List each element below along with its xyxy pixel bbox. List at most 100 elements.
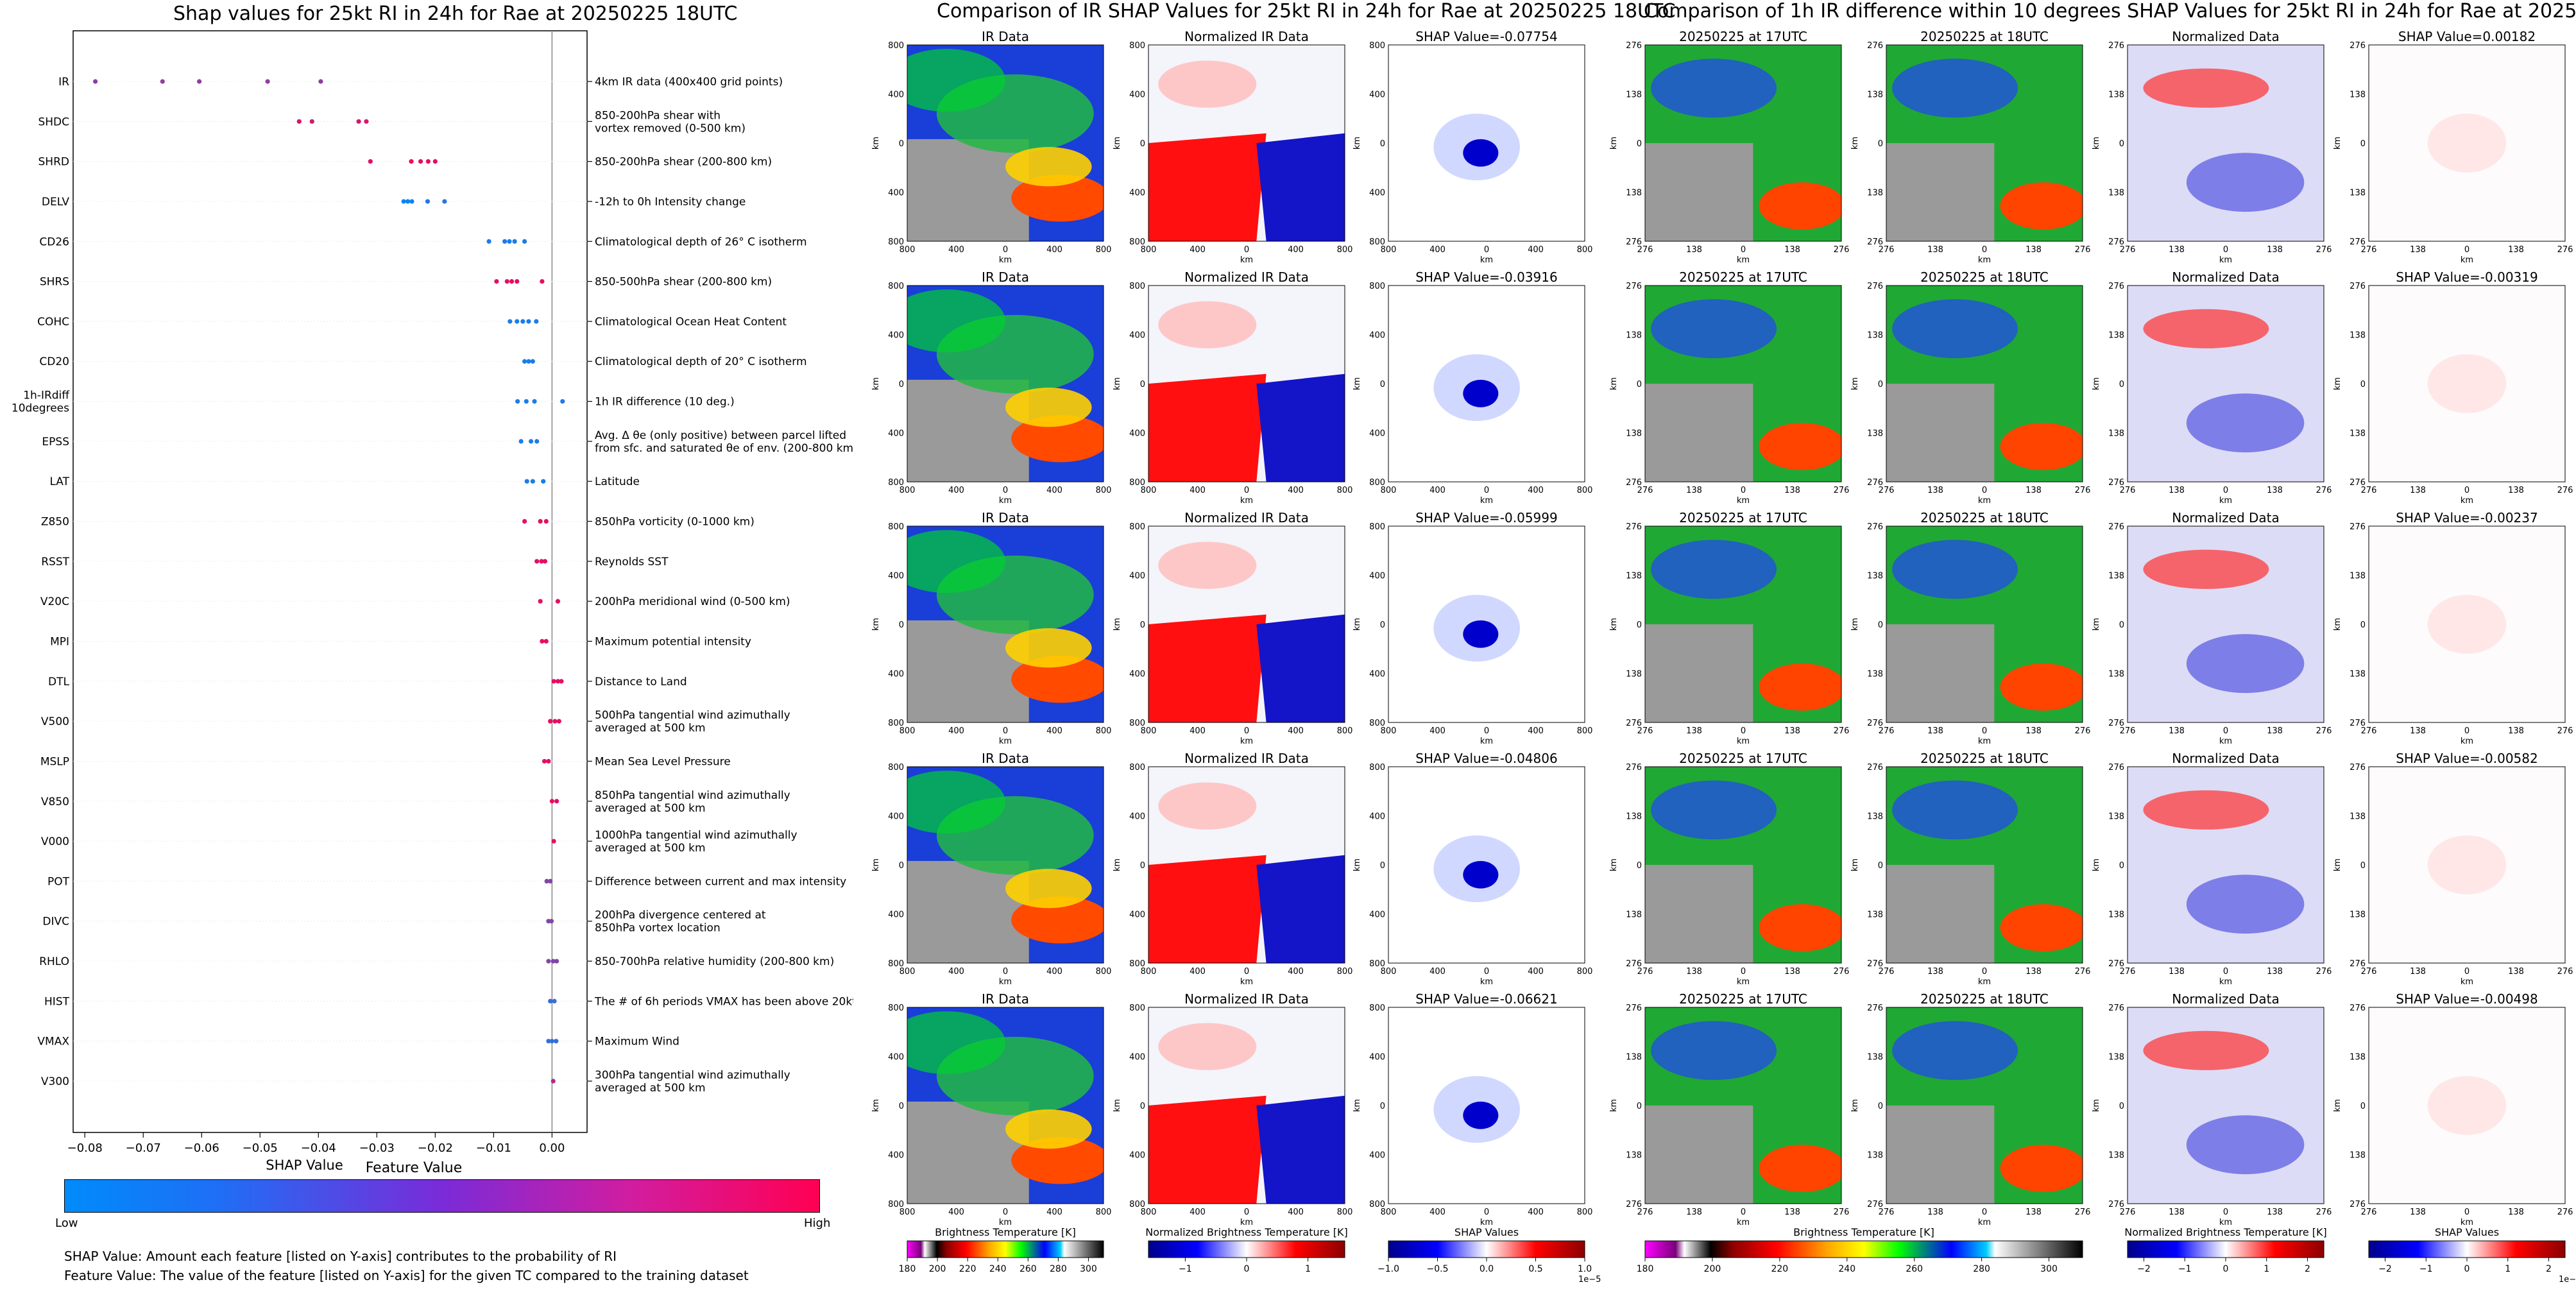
shap-point — [309, 119, 314, 124]
map-title: IR Data — [982, 751, 1029, 766]
y-tick-label: 138 — [2108, 572, 2124, 581]
x-tick-label: 138 — [2169, 245, 2185, 255]
x-tick-label: 276 — [2316, 726, 2332, 736]
feature-desc-label: 200hPa divergence centered at — [595, 909, 766, 922]
feature-desc-label: 850-200hPa shear (200-800 km) — [595, 156, 772, 169]
y-tick-label: 800 — [1369, 41, 1385, 51]
x-tick-label: 138 — [2410, 245, 2426, 255]
shap-point — [542, 559, 548, 564]
y-tick-label: 800 — [888, 522, 904, 532]
map-frame — [1644, 285, 1842, 482]
x-tick-label: 276 — [1637, 726, 1653, 736]
x-tick-label: 0 — [1484, 967, 1489, 977]
x-tick-label: 138 — [2169, 726, 2185, 736]
heatmap-image — [1148, 1007, 1345, 1204]
y-tick-label: 276 — [2108, 1003, 2124, 1013]
map-title: 20250225 at 17UTC — [1679, 751, 1807, 766]
colorbar-label: SHAP Values — [1454, 1226, 1519, 1238]
y-tick-label: 0 — [1140, 620, 1145, 630]
y-tick-label: 0 — [2360, 861, 2366, 871]
x-tick-label: 800 — [1337, 486, 1353, 495]
heatmap-image — [2128, 45, 2324, 241]
feature-desc-label: Maximum potential intensity — [595, 635, 751, 648]
x-tick-label: 138 — [1686, 1208, 1702, 1217]
map-title: Normalized IR Data — [1184, 510, 1309, 525]
x-axis-label: km — [999, 496, 1012, 506]
colorbar-tick-label: 220 — [959, 1264, 977, 1274]
ndiff-red — [2143, 549, 2269, 589]
colorbar-tick-label: −1 — [1179, 1264, 1192, 1274]
x-tick-label: 276 — [1879, 1208, 1895, 1217]
colorbar-label: Normalized Brightness Temperature [K] — [2124, 1226, 2327, 1238]
y-tick-label: 0 — [1878, 620, 1883, 630]
map-frame — [907, 44, 1104, 242]
diff-cold — [1651, 540, 1777, 599]
heatmap-grid: IR Data80080040040000400400800800kmkmNor… — [871, 29, 2576, 1285]
colorbar-tick-label: 0 — [2223, 1264, 2229, 1274]
x-axis-label: km — [1240, 977, 1253, 987]
map-title: Normalized Data — [2172, 269, 2280, 285]
note-feature-value: Feature Value: The value of the feature … — [64, 1268, 749, 1283]
x-tick-label: 800 — [1096, 967, 1112, 977]
y-tick-label: 400 — [888, 812, 904, 822]
x-tick-label: 276 — [2557, 726, 2573, 736]
diff-land — [1886, 143, 1995, 241]
x-tick-label: 276 — [2120, 1208, 2136, 1217]
y-tick-label: 138 — [2350, 812, 2366, 822]
colorbar-tick-label: 1 — [1305, 1264, 1311, 1274]
x-tick-label: 800 — [900, 726, 916, 736]
x-tick-label: 276 — [1637, 245, 1653, 255]
heatmap-image — [1388, 526, 1585, 722]
shap-point — [520, 319, 525, 324]
x-tick-label: 0 — [2223, 967, 2228, 977]
norm-blue — [1256, 1095, 1345, 1204]
colorbar-tick-label: −1 — [2419, 1264, 2433, 1274]
y-axis-label: km — [1609, 618, 1619, 631]
heatmap-image — [1148, 767, 1345, 963]
ir-cloud-nw — [907, 49, 1005, 112]
y-tick-label: 0 — [2119, 380, 2124, 389]
dshap-patch — [2427, 114, 2507, 173]
y-tick-label: 138 — [2108, 331, 2124, 341]
shap-point — [409, 159, 414, 164]
colorbar — [1148, 1240, 1345, 1258]
ir-band — [1005, 1109, 1092, 1149]
shap-point — [296, 119, 302, 124]
y-tick-label: 0 — [2360, 380, 2366, 389]
x-tick-label: 400 — [1288, 486, 1304, 495]
x-tick-label: 0 — [1982, 726, 1987, 736]
map-frame — [1148, 285, 1345, 482]
x-tick-label: 800 — [1337, 726, 1353, 736]
x-tick-label: 400 — [1429, 967, 1446, 977]
heatmap-image — [2128, 767, 2324, 963]
heatmap-image — [1148, 526, 1345, 722]
y-tick-label: 138 — [1867, 331, 1883, 341]
y-axis-label: km — [1113, 858, 1122, 871]
y-tick-label: 0 — [1380, 1102, 1385, 1111]
feature-desc-label: averaged at 500 km — [595, 842, 706, 855]
colorbar-low-label: Low — [55, 1216, 78, 1230]
y-tick-label: 276 — [1867, 719, 1883, 728]
x-tick-label: 0 — [1982, 486, 1987, 495]
x-tick-label: 276 — [2120, 486, 2136, 495]
feature-desc-label: averaged at 500 km — [595, 722, 706, 735]
feature-name-label: SHDC — [38, 115, 69, 128]
feature-desc-label: 850-700hPa relative humidity (200-800 km… — [595, 955, 834, 968]
x-axis-label: km — [1480, 496, 1493, 506]
shap-point — [508, 319, 513, 324]
y-axis-label: km — [1850, 618, 1860, 631]
x-tick-label: 138 — [1784, 1208, 1800, 1217]
colorbar-tick-label: 240 — [1838, 1264, 1855, 1274]
colorbar-label: Brightness Temperature [K] — [1793, 1226, 1934, 1238]
diff-land — [1645, 1105, 1753, 1204]
diff-cold — [1892, 58, 2018, 118]
shap-chart-title: Shap values for 25kt RI in 24h for Rae a… — [173, 3, 738, 25]
map-frame — [1388, 44, 1585, 242]
x-axis-label: km — [1737, 977, 1750, 987]
map-title: IR Data — [982, 991, 1029, 1007]
x-tick-label: −0.07 — [126, 1141, 161, 1155]
x-tick-label: 276 — [1637, 486, 1653, 495]
x-tick-label: 0 — [1003, 726, 1008, 736]
map-frame — [2127, 766, 2324, 964]
y-tick-label: 138 — [1626, 812, 1642, 822]
